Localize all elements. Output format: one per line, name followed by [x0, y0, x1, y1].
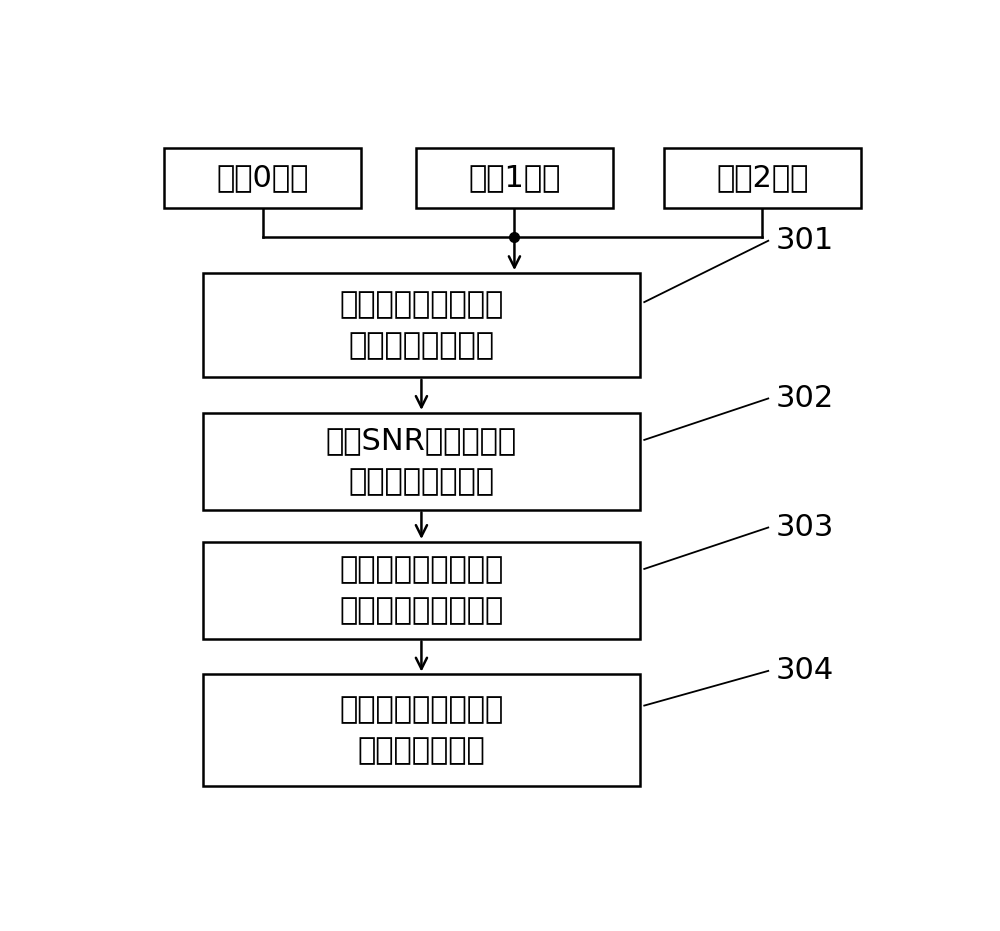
FancyBboxPatch shape [202, 412, 640, 509]
FancyBboxPatch shape [202, 273, 640, 377]
FancyBboxPatch shape [416, 148, 613, 209]
Text: 通道1数据: 通道1数据 [468, 164, 561, 193]
Text: 通道0数据: 通道0数据 [216, 164, 309, 193]
FancyBboxPatch shape [202, 674, 640, 786]
Text: 304: 304 [776, 656, 834, 685]
Text: 根据SNR放大因子确
定等效多普勒带宽: 根据SNR放大因子确 定等效多普勒带宽 [326, 426, 517, 496]
Text: 303: 303 [776, 513, 834, 542]
FancyBboxPatch shape [664, 148, 861, 209]
Text: 由最小均方误差准则
建立频谱滤波器: 由最小均方误差准则 建立频谱滤波器 [339, 695, 504, 764]
Text: 302: 302 [776, 384, 834, 413]
Text: 通道2数据: 通道2数据 [716, 164, 809, 193]
Text: 301: 301 [776, 226, 834, 255]
FancyBboxPatch shape [202, 542, 640, 639]
FancyBboxPatch shape [164, 148, 361, 209]
Text: 根据筛选条件确定第
二通道转移函数矩阵: 根据筛选条件确定第 二通道转移函数矩阵 [339, 556, 504, 625]
Text: 在方位频域确定第一
通道转移函数矩阵: 在方位频域确定第一 通道转移函数矩阵 [339, 290, 504, 359]
